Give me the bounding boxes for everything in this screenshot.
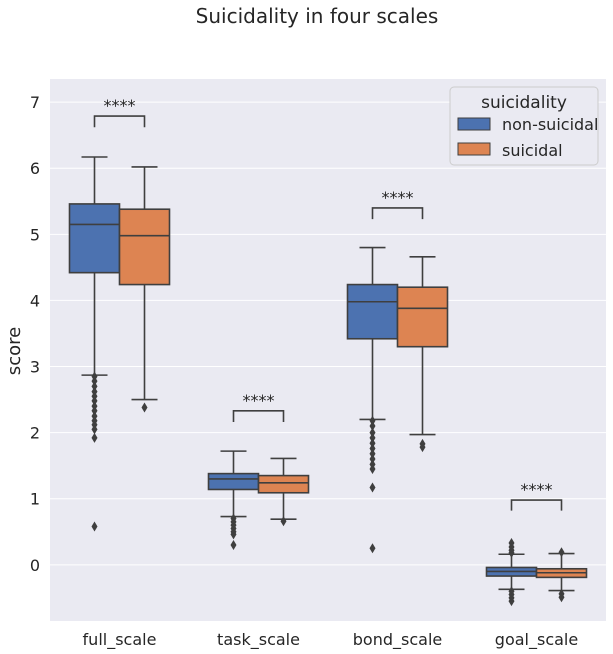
outlier-point [369,427,376,438]
outlier-point [369,463,376,474]
legend-swatch-non-suicidal [457,117,491,131]
outlier-point [369,454,376,465]
outlier-point [369,432,376,443]
box-non-suicidal-full_scale [68,156,121,532]
y-axis-label: score [4,327,25,375]
legend-label-suicidal: suicidal [502,141,563,160]
outlier-point [369,443,376,454]
y-tick-label: 4 [30,291,40,310]
outlier-point [91,376,98,387]
outlier-point [508,596,515,607]
box-iqr [396,286,449,348]
outlier-point [508,547,515,558]
outlier-point [91,432,98,443]
box-iqr [346,283,399,340]
outlier-point [369,421,376,432]
box-non-suicidal-bond_scale [346,246,399,554]
significance-bracket [93,115,146,128]
y-tick-label: 2 [30,424,40,443]
box-non-suicidal-task_scale [207,450,260,550]
y-tick-label: 6 [30,159,40,178]
significance-bracket [510,499,563,511]
y-axis-ticks: 0 1 2 3 4 5 6 7 [30,93,40,575]
outlier-point [141,402,148,413]
significance-bracket [371,207,424,220]
significance-label: **** [382,188,414,207]
x-tick-label: task_scale [217,630,300,650]
outlier-point [91,405,98,416]
significance-annotations: **** **** **** **** [93,96,563,511]
outlier-point [230,529,237,540]
significance-label: **** [243,391,275,410]
outlier-point [91,424,98,435]
outlier-point [369,543,376,554]
box-iqr [118,208,171,286]
y-tick-label: 3 [30,358,40,377]
outlier-point [558,547,565,558]
outlier-point [91,395,98,406]
box-suicidal-task_scale [257,457,310,527]
outlier-point [558,592,565,603]
box-non-suicidal-goal_scale [485,538,538,607]
legend-swatch-suicidal [457,142,491,156]
box-iqr [68,203,121,274]
outlier-point [369,438,376,449]
x-axis-ticks: full_scale task_scale bond_scale goal_scale [83,630,579,650]
y-tick-label: 1 [30,490,40,509]
x-tick-label: full_scale [83,630,157,650]
box-iqr [257,474,310,494]
y-tick-label: 7 [30,93,40,112]
chart-title: Suicidality in four scales [196,4,439,28]
significance-label: **** [521,480,553,499]
plot-area [50,79,606,621]
legend-label-non-suicidal: non-suicidal [502,115,598,134]
box-suicidal-bond_scale [396,256,449,453]
box-suicidal-full_scale [118,166,171,413]
y-tick-label: 5 [30,225,40,244]
legend-title: suicidality [481,93,567,113]
x-tick-label: bond_scale [353,630,442,650]
outlier-point [419,442,426,453]
outlier-point [280,516,287,527]
outlier-point [369,415,376,426]
box-groups [68,156,588,607]
significance-bracket [232,410,285,423]
outlier-point [369,448,376,459]
x-tick-label: goal_scale [495,630,578,650]
legend: suicidality non-suicidal suicidal [449,86,599,166]
box-suicidal-goal_scale [535,547,588,603]
outlier-point [369,482,376,493]
outlier-point [91,521,98,532]
outlier-point [230,539,237,550]
significance-label: **** [104,96,136,115]
box-iqr [207,472,260,491]
y-tick-label: 0 [30,556,40,575]
outlier-point [91,381,98,392]
grid-lines [50,101,606,566]
